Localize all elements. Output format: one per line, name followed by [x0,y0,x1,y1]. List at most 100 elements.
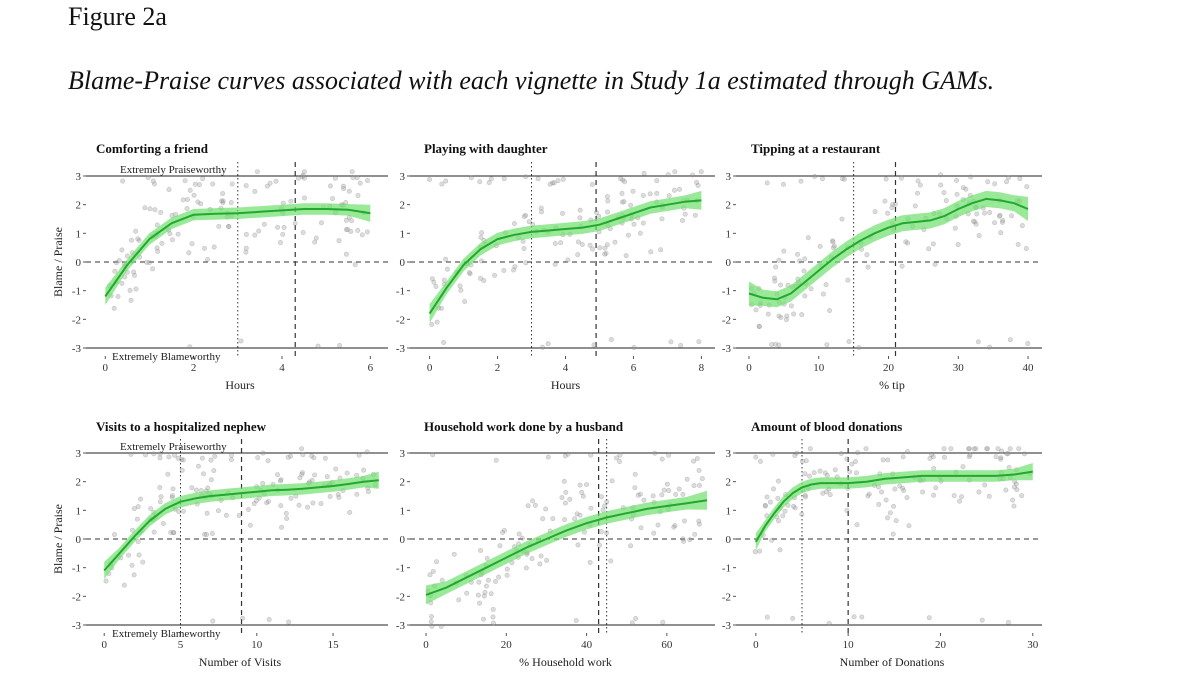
data-point [691,458,697,464]
data-point [808,286,814,292]
data-point [512,264,518,270]
data-point [539,209,545,215]
data-point [801,268,807,274]
data-point [525,503,531,509]
data-point [820,291,826,297]
data-point [1011,484,1017,490]
data-point [1006,175,1012,181]
data-point [544,557,550,563]
data-point [589,181,595,187]
data-point [823,282,829,288]
x-axis-title: Hours [551,378,581,392]
x-tick-label: 4 [279,362,285,374]
data-point [883,176,889,182]
x-tick-label: 20 [883,362,895,374]
data-point [318,501,324,507]
data-point [364,449,370,455]
data-point [957,498,963,504]
data-point [602,245,608,251]
x-tick-label: 20 [935,639,947,651]
data-point [932,261,938,267]
data-point [891,503,897,509]
data-point [970,218,976,224]
data-point [124,253,130,259]
data-point [1025,341,1031,347]
data-point [136,237,142,243]
data-point [792,505,798,511]
data-point [464,590,470,596]
data-point [484,555,490,561]
data-point [640,220,646,226]
data-point [131,272,137,278]
data-point [971,446,977,452]
data-point [992,181,998,187]
data-point [577,482,583,488]
data-point [220,191,226,197]
y-tick-label: 1 [76,228,82,240]
data-point [926,246,932,252]
data-point [658,247,664,253]
data-point [131,506,137,512]
data-point [336,238,342,244]
data-point [839,176,845,182]
data-point [500,529,506,535]
data-point [265,458,271,464]
panel-2: Playing with daughter -3 -2 -1 0 1 2 3 0 2 4 6 8 Hour… [396,141,715,392]
data-point [157,451,163,457]
data-point [252,232,258,238]
data-point [504,566,510,572]
data-point [620,177,626,183]
data-point [253,498,259,504]
data-point [1013,481,1019,487]
data-point [931,465,937,471]
data-point [277,478,283,484]
data-point [483,583,489,589]
data-point [142,205,148,211]
data-point [976,489,982,495]
data-point [154,245,160,251]
data-point [1024,184,1030,190]
data-point [993,454,999,460]
data-point [671,187,677,193]
data-point [974,211,980,217]
data-point [364,229,370,235]
data-point [252,188,258,194]
data-point [827,308,833,314]
data-point [243,183,249,189]
data-point [535,176,541,182]
data-point [622,179,628,185]
gam-curve [754,470,1033,543]
data-point [135,539,141,545]
data-point [180,197,186,203]
data-point [985,179,991,185]
data-point [119,247,125,253]
data-point [567,496,573,502]
data-point [587,559,593,565]
data-point [765,311,771,317]
data-point [184,206,190,212]
data-point [811,470,817,476]
data-point [753,454,759,460]
data-point [346,188,352,194]
data-point [865,264,871,270]
data-point [477,275,483,281]
data-point [852,459,858,465]
data-point [343,227,349,233]
data-point [780,513,786,519]
data-point [604,209,610,215]
y-tick-label: 3 [76,448,82,460]
data-point [260,480,266,486]
data-point [324,474,330,480]
data-point [832,467,838,473]
data-point [597,542,603,548]
data-point [973,221,979,227]
data-point [660,619,666,625]
data-point [577,512,583,518]
data-point [313,235,319,241]
data-point [756,323,762,329]
data-point [915,178,921,184]
data-point [598,494,604,500]
data-point [186,250,192,256]
data-point [240,615,246,621]
data-point [166,187,172,193]
